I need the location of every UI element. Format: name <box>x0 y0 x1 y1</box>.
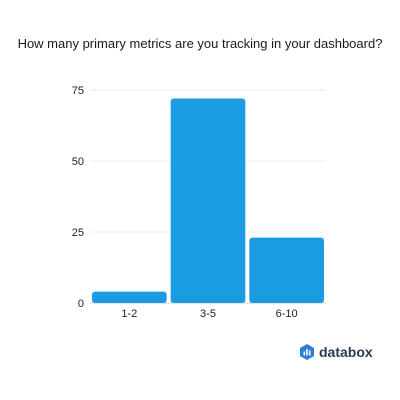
x-tick-label: 1-2 <box>121 308 137 320</box>
databox-brand: databox <box>300 342 373 362</box>
y-tick-label: 75 <box>72 85 84 97</box>
brand-name: databox <box>319 344 373 360</box>
chart-title: How many primary metrics are you trackin… <box>17 36 383 51</box>
axis-ticks: 0 25 50 75 1-2 3-5 6-10 <box>72 85 298 320</box>
bars <box>92 98 324 304</box>
bar-3-5 <box>170 98 246 304</box>
databox-logo-icon <box>300 344 314 360</box>
x-tick-label: 6-10 <box>276 308 298 320</box>
x-tick-label: 3-5 <box>200 308 216 320</box>
y-tick-label: 25 <box>72 227 84 239</box>
y-tick-label: 0 <box>78 298 84 310</box>
bar-6-10 <box>249 237 324 303</box>
bar-1-2 <box>92 291 167 303</box>
y-tick-label: 50 <box>72 156 84 168</box>
